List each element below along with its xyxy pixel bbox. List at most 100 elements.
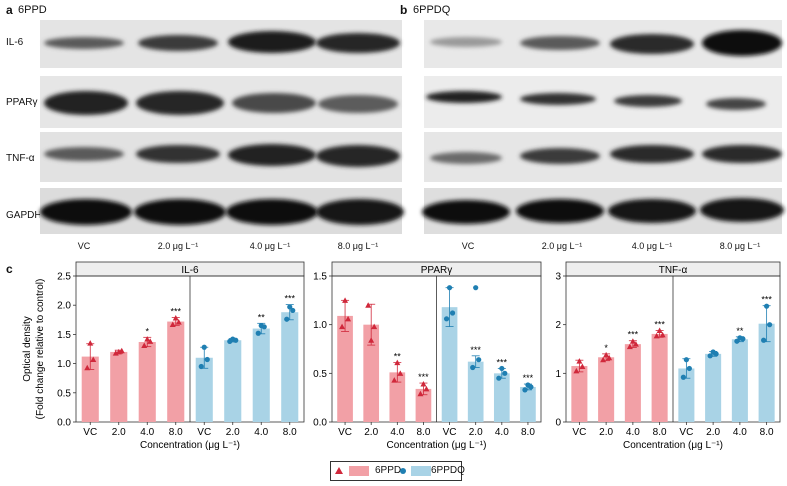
legend-6ppdq-label: 6PPDQ	[431, 465, 465, 476]
significance-label: ***	[497, 357, 508, 367]
data-point	[198, 363, 204, 370]
data-point	[496, 375, 502, 381]
data-point	[659, 331, 666, 338]
data-point	[626, 343, 633, 350]
bar	[678, 368, 695, 422]
western-blot-images	[40, 20, 784, 234]
blot-row-label-pparg: PPARγ	[6, 97, 38, 108]
data-point	[476, 357, 482, 363]
data-point	[261, 324, 267, 330]
data-point	[204, 356, 210, 363]
x-axis-label: Concentration (μg L⁻¹)	[140, 440, 240, 451]
y-tick-label: 2.5	[57, 272, 71, 283]
x-tick-label: 8.0	[283, 427, 297, 438]
lane-b-vc: VC	[461, 241, 475, 251]
y-tick-label: 2	[555, 320, 561, 331]
data-point	[169, 321, 176, 327]
bar	[252, 328, 270, 422]
panel-a-letter: a	[6, 3, 13, 17]
data-point	[172, 315, 179, 321]
x-tick-label: 4.0	[140, 427, 154, 438]
x-axis-label: Concentration (μg L⁻¹)	[387, 440, 487, 451]
data-point	[397, 370, 404, 376]
lane-a-2: 2.0 μg L⁻¹	[157, 241, 199, 251]
data-point	[573, 367, 580, 374]
bar	[415, 388, 432, 422]
data-point	[118, 347, 125, 354]
bar	[705, 353, 722, 422]
bar	[81, 356, 99, 422]
x-tick-label: 4.0	[733, 427, 747, 438]
significance-label: ***	[284, 294, 295, 304]
data-point	[449, 310, 456, 316]
blot-b-il6	[424, 20, 782, 68]
x-tick-label: 8.0	[521, 427, 535, 438]
bar	[758, 323, 775, 422]
data-point	[339, 323, 346, 330]
y-tick-label: 0.0	[57, 418, 71, 429]
x-tick-label: 2.0	[226, 427, 240, 438]
significance-label: ***	[170, 306, 181, 316]
data-point	[656, 327, 663, 334]
panel-a-title: 6PPD	[18, 4, 47, 16]
data-point	[90, 356, 97, 363]
x-axis-label: Concentration (μg L⁻¹)	[623, 440, 723, 451]
blot-a-pparg	[40, 76, 402, 128]
panel-b-letter: b	[400, 3, 408, 17]
data-point	[371, 323, 378, 330]
data-point	[233, 337, 239, 343]
data-point	[255, 330, 261, 336]
data-point	[144, 336, 151, 342]
facet-title: TNF-α	[659, 265, 688, 276]
lane-a-8: 8.0 μg L⁻¹	[337, 241, 379, 251]
bar	[167, 321, 185, 422]
significance-label: ***	[654, 320, 665, 330]
data-point	[528, 384, 534, 390]
x-tick-label: 4.0	[390, 427, 404, 438]
significance-label: ***	[761, 295, 772, 305]
data-point	[470, 364, 476, 371]
data-point	[713, 351, 719, 357]
data-point	[147, 338, 154, 344]
bar	[520, 386, 536, 422]
data-point	[576, 358, 583, 364]
data-point	[522, 387, 528, 393]
data-point	[345, 315, 352, 322]
data-point	[707, 353, 713, 359]
bar-charts: Optical density (Fold change relative to …	[22, 261, 781, 451]
legend: 6PPD 6PPDQ	[330, 461, 465, 481]
data-point	[761, 337, 767, 343]
y-tick-label: 1.0	[313, 320, 327, 331]
data-point	[499, 365, 505, 372]
y-tick-label: 2.0	[57, 301, 71, 312]
panel-c-letter: c	[6, 262, 13, 276]
data-point	[606, 354, 613, 361]
data-point	[175, 319, 182, 325]
bar	[441, 307, 458, 422]
bar	[651, 333, 668, 422]
x-tick-label: 4.0	[626, 427, 640, 438]
y-tick-label: 0.0	[313, 418, 327, 429]
y-tick-label: 1.5	[57, 330, 71, 341]
bar	[110, 351, 128, 422]
data-point	[368, 337, 375, 343]
data-point	[603, 351, 610, 358]
facet-title: PPARγ	[421, 265, 453, 276]
data-point	[417, 390, 424, 397]
data-point	[764, 303, 770, 309]
significance-label: ***	[523, 373, 534, 383]
data-point	[686, 365, 692, 372]
data-point	[141, 342, 148, 348]
data-point	[734, 338, 740, 344]
blot-a-tnfa	[40, 132, 402, 182]
blot-b-tnfa	[424, 132, 782, 182]
data-point	[680, 374, 686, 380]
data-point	[740, 336, 746, 342]
bar	[731, 339, 748, 422]
panel-b-title: 6PPDQ	[413, 4, 451, 16]
bar	[598, 357, 615, 422]
x-tick-label: VC	[197, 427, 211, 438]
data-point	[365, 302, 372, 308]
x-tick-label: 2.0	[469, 427, 483, 438]
lane-b-8: 8.0 μg L⁻¹	[719, 241, 761, 251]
